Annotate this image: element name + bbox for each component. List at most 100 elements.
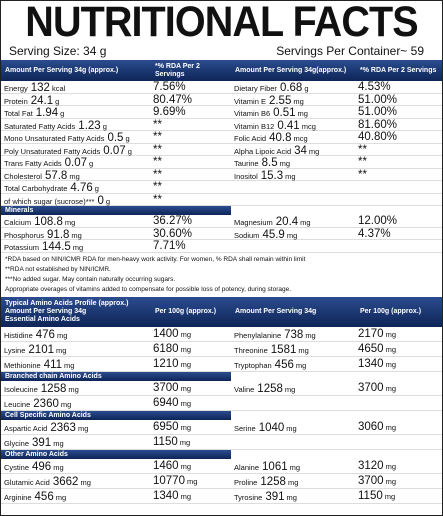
nutrient-unit: kcal — [51, 84, 66, 93]
nutrient-cell: Valine 1258 mg — [231, 379, 356, 397]
table-row: Poly Unsaturated Fatty Acids 0.07 g ** Alpha… — [1, 144, 442, 157]
nutrient-amount: 0.51 — [273, 107, 296, 119]
nutrient-amount: 496 — [32, 460, 52, 473]
per100-cell: 6950 mg — [151, 421, 231, 433]
rda-cell: 4.53% — [356, 81, 442, 93]
nutrient-name: of which sugar (sucrose)*** — [4, 196, 95, 206]
rda-cell: 51.00% — [356, 94, 442, 106]
table-row: of which sugar (sucrose)*** 0 g ** — [1, 194, 442, 207]
nutrient-amount: 2363 — [50, 421, 76, 434]
nutrient-name: Total Fat — [4, 109, 33, 118]
nutrient-name: Mono Unsaturated Fatty Acids — [4, 134, 105, 143]
nutrient-unit: g — [55, 96, 60, 106]
nutrient-amount: 132 — [30, 82, 50, 94]
nutrient-name: Serine — [234, 423, 256, 433]
nutrient-name: Vitamin B12 — [234, 121, 275, 131]
nutrient-name: Potassium — [4, 243, 40, 252]
rda-value: ** — [358, 143, 367, 156]
rda-value: 9.69% — [153, 106, 186, 118]
per100-cell: 6940 mg — [151, 397, 231, 409]
per100-cell: 1210 mg — [151, 358, 231, 370]
rda-value: 36.27% — [153, 215, 193, 227]
section-heading: Minerals — [1, 206, 231, 215]
nutrient-unit: mg — [72, 243, 84, 252]
nutrient-name: Magnesium — [234, 218, 273, 227]
section-heading: Other Amino Acids — [1, 449, 231, 459]
per100-amount: 1150 — [358, 489, 383, 502]
per100-amount: 10770 — [153, 474, 185, 487]
nutrient-unit: mg — [53, 438, 64, 448]
nutrient-name: Alanine — [234, 462, 260, 472]
nutrient-unit: mg — [285, 171, 296, 181]
nutrient-amount: 0.68 — [279, 82, 303, 94]
nutrient-name: Vitamin E — [234, 96, 266, 106]
header-cell: Amount Per Serving 34g(approx.) — [235, 66, 347, 74]
nutrient-cell: Alpha Lipoic Acid 34 mg — [231, 141, 356, 159]
rda-cell: 7.71% — [151, 240, 231, 252]
per100-cell: 1150 mg — [356, 490, 442, 502]
nutrient-name: Leucine — [4, 399, 31, 409]
nutrient-name: Total Carbohydrate — [4, 184, 68, 193]
per100-cell: 2170 mg — [356, 328, 442, 340]
nutrient-amount: 1258 — [257, 382, 283, 395]
nutrient-name: Alpha Lipoic Acid — [234, 146, 292, 156]
table-row: Isoleucine 1258 mg 3700 mg Valine 1258 mg 3700 mg — [1, 381, 442, 396]
nutrient-amount: 144.5 — [42, 241, 71, 253]
nutrient-cell: Inositol 15.3 mg — [231, 166, 356, 184]
header-cell: *% RDA Per 2 Servings — [360, 66, 437, 74]
nutrient-cell: Energy 132 kcal — [1, 78, 151, 96]
rda-value: ** — [153, 181, 162, 193]
nutrient-amount: 0.41 — [277, 119, 300, 132]
nutrient-amount: 1040 — [258, 421, 285, 434]
nutrient-cell: Protein 24.1 g — [1, 91, 151, 109]
per100-amount: 6180 — [153, 342, 179, 355]
header-cell: Amount Per Serving 34g (approx.) — [5, 66, 119, 74]
note: **RDA not established by NIN/ICMR. — [5, 265, 111, 273]
nutrient-unit: mcg — [293, 134, 308, 143]
nutrient-cell: Proline 1258 mg — [231, 472, 356, 490]
nutrient-name: Energy — [4, 84, 28, 93]
table-row: Trans Fatty Acids 0.07 g ** Taurine 8.5 mg ** — [1, 156, 442, 169]
nutrient-cell: Potassium 144.5 mg — [1, 237, 151, 255]
per100-amount: 1210 — [153, 357, 179, 370]
nutrient-name: Cystine — [4, 462, 30, 472]
per100-unit: mg — [385, 476, 397, 486]
per100-amount: 4650 — [358, 342, 384, 355]
servings-per-container: Servings Per Container~ 59 — [276, 44, 424, 58]
nutrient-amount: 1258 — [260, 475, 286, 488]
serving-info: Serving Size: 34 g Servings Per Containe… — [1, 43, 442, 60]
nutrient-cell: Tyrosine 391 mg — [231, 487, 356, 505]
nutrient-name: Inositol — [234, 171, 258, 181]
rda-value: 4.37% — [358, 227, 391, 240]
nutrient-unit: mg — [287, 477, 299, 487]
nutrient-name: Poly Unsaturated Fatty Acids — [4, 146, 101, 156]
per100-unit: mg — [385, 344, 397, 354]
nutrient-name: Protein — [4, 96, 28, 106]
per100-unit: mg — [180, 383, 192, 393]
nutrient-cell: of which sugar (sucrose)*** 0 g — [1, 191, 151, 209]
nutrient-unit: mg — [284, 384, 296, 394]
table-row: Total Carbohydrate 4.76 g ** — [1, 181, 442, 194]
table-row: Histidine 476 mg 1400 mg Phenylalanine 738 mg 21… — [1, 327, 442, 342]
nutrient-name: Glutamic Acid — [4, 477, 50, 487]
rda-value: 7.56% — [153, 81, 186, 93]
per100-unit: mg — [385, 329, 397, 339]
per100-amount: 3700 — [153, 381, 179, 394]
nutrient-unit: mg — [71, 230, 82, 240]
per100-amount: 1340 — [153, 489, 179, 502]
nutrient-unit: g — [89, 159, 94, 168]
nutrient-name: Folic Acid — [234, 134, 267, 143]
table-row: Aspartic Acid 2363 mg 6950 mg Serine 1040 mg 306… — [1, 420, 442, 435]
nutrient-unit: mg — [289, 462, 301, 472]
nutrient-amount: 2360 — [33, 397, 59, 410]
rda-cell: ** — [151, 156, 231, 168]
note: Appropriate overages of vitamins added t… — [5, 285, 292, 293]
nutrient-amount: 411 — [43, 358, 63, 371]
per100-unit: mg — [180, 491, 192, 501]
nutrient-amount: 45.9 — [262, 228, 285, 241]
header-line: Amount Per Serving 34g — [5, 307, 87, 315]
nutrient-unit: mg — [64, 360, 75, 370]
nutrient-cell: Arginine 456 mg — [1, 487, 151, 505]
per100-cell: 1460 mg — [151, 460, 231, 472]
nutrient-cell: Tryptophan 456 mg — [231, 355, 356, 373]
